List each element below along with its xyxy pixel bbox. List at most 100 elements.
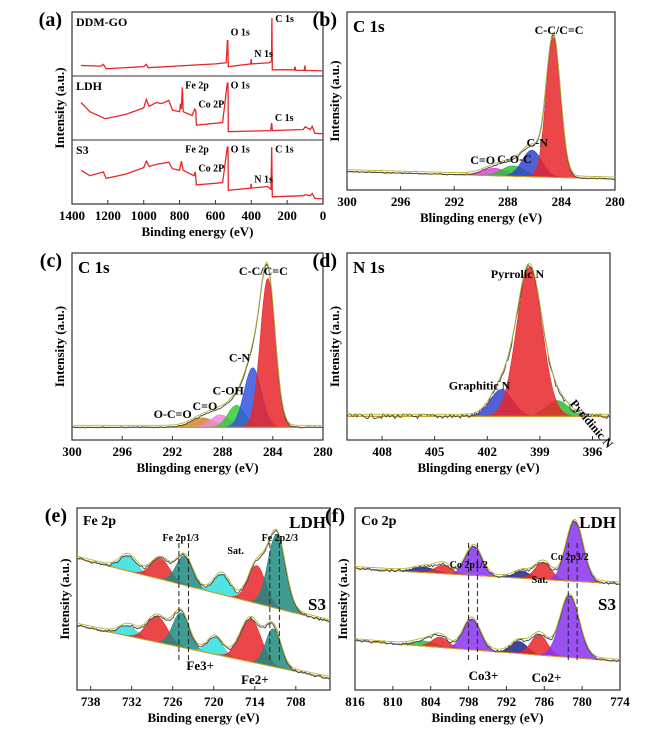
panel-label: (e) (45, 505, 67, 527)
x-tick-label: 292 (163, 444, 183, 459)
survey-line-ldh (80, 82, 324, 135)
x-axis-label: Binding energy (eV) (142, 224, 254, 239)
x-axis-label: Binding energy (eV) (432, 710, 544, 725)
annotation-label: Fe 2p1/3 (162, 533, 198, 544)
x-tick-label: 600 (206, 208, 226, 223)
x-axis-label: Blingding energy (eV) (136, 460, 258, 475)
x-tick-label: 0 (320, 208, 327, 223)
spectrum-fit-envelope (347, 262, 610, 415)
spectrum-peak-pyrrolic-n (347, 266, 610, 417)
x-tick-label: 292 (444, 194, 464, 209)
annotation-label: Co2+ (532, 670, 562, 685)
panel-label: (a) (39, 9, 62, 31)
stack-label: LDH (579, 513, 616, 532)
annotation-label: Co 2p1/2 (450, 560, 488, 571)
spectrum-s3-peak (354, 595, 621, 662)
x-tick-label: 402 (478, 444, 498, 459)
peak-label: C-N (527, 135, 549, 149)
x-tick-label: 288 (213, 444, 233, 459)
stack-label: LDH (289, 513, 326, 532)
spectrum-raw-spectrum (346, 33, 616, 180)
x-tick-label: 1000 (131, 208, 157, 223)
x-tick-label: 296 (112, 444, 132, 459)
plot-frame (346, 11, 616, 191)
spectrum-ldh-peak (76, 534, 331, 623)
stack-label: S3 (308, 595, 326, 614)
x-tick-label: 300 (62, 444, 82, 459)
annotation-label: Co 2p3/2 (551, 552, 589, 563)
x-tick-label: 786 (535, 694, 555, 709)
x-tick-label: 296 (391, 194, 411, 209)
plot-frame (346, 252, 611, 441)
x-tick-label: 810 (383, 694, 403, 709)
spectrum-ldh-background-line (354, 568, 621, 585)
y-axis-label: Intensity (a.u.) (327, 306, 342, 387)
panel-title: Fe 2p (83, 514, 116, 529)
x-tick-label: 726 (163, 694, 183, 709)
x-tick-label: 792 (497, 694, 517, 709)
peak-label: O-C=O (154, 407, 192, 421)
y-axis-label: Intensity (a.u.) (52, 67, 67, 148)
peak-label: C 1s (275, 14, 294, 25)
x-tick-label: 280 (313, 444, 333, 459)
plot-frame (71, 11, 324, 205)
x-tick-label: 774 (610, 694, 630, 709)
x-tick-label: 399 (530, 444, 550, 459)
x-tick-label: 1400 (59, 208, 85, 223)
spectrum-s3-fit-envelope (354, 593, 621, 660)
x-axis-label: Binding energy (eV) (148, 710, 260, 725)
annotation-label: Fe3+ (186, 658, 214, 673)
survey-line-s3 (80, 146, 324, 200)
spectrum-fit-envelope (346, 31, 615, 178)
x-tick-label: 200 (277, 208, 297, 223)
peak-label: C 1s (275, 113, 294, 124)
annotation-label: Fe 2p2/3 (262, 533, 298, 544)
peak-label: Pyridinic N (567, 397, 616, 451)
x-tick-label: 720 (204, 694, 224, 709)
annotation-label: Fe2+ (241, 672, 269, 687)
peak-label: C=O (192, 399, 217, 413)
annotation-label: Co3+ (469, 668, 499, 683)
x-tick-label: 714 (245, 694, 265, 709)
y-axis-label: Intensity (a.u.) (335, 558, 350, 639)
series-label: S3 (76, 143, 89, 157)
survey-line-ddm-go (80, 17, 324, 72)
spectrum-s3-raw-spectrum (354, 595, 621, 663)
x-tick-label: 284 (263, 444, 283, 459)
panel-title: Co 2p (361, 514, 397, 529)
y-axis-label: Intensity (a.u.) (327, 60, 342, 141)
x-tick-label: 738 (81, 694, 101, 709)
x-tick-label: 405 (425, 444, 445, 459)
peak-label: C-OH (213, 383, 245, 397)
x-tick-label: 396 (583, 444, 603, 459)
spectrum-s3-fit-envelope (76, 608, 331, 678)
peak-label: Fe 2p (185, 81, 209, 92)
plot-frame (71, 252, 324, 441)
peak-label: Co 2P (198, 164, 224, 175)
x-tick-label: 708 (286, 694, 306, 709)
peak-label: Co 2P (198, 100, 224, 111)
spectrum-raw-spectrum (346, 263, 611, 420)
peak-label: C=O (470, 153, 495, 167)
stack-label: S3 (598, 595, 616, 614)
peak-label: Pyrrolic N (491, 267, 545, 281)
y-axis-label: Intensity (a.u.) (57, 558, 72, 639)
x-tick-label: 816 (345, 694, 365, 709)
panel-label: (c) (40, 250, 62, 272)
x-axis-label: Blingding energy (eV) (420, 210, 542, 225)
spectrum-s3-raw-spectrum (76, 609, 331, 680)
spectrum-ldh-fit-envelope (76, 528, 331, 621)
x-tick-label: 300 (337, 194, 357, 209)
x-tick-label: 780 (572, 694, 592, 709)
panel-label: (d) (313, 250, 337, 272)
panel-title: C 1s (353, 17, 385, 36)
x-axis-label: Blingding energy (eV) (417, 460, 539, 475)
x-tick-label: 798 (459, 694, 479, 709)
panel-title: N 1s (353, 258, 385, 277)
x-tick-label: 400 (242, 208, 262, 223)
peak-label: Graphitic N (449, 379, 511, 393)
peak-label: N 1s (254, 49, 273, 60)
peak-label: C-C/C=C (239, 264, 288, 278)
